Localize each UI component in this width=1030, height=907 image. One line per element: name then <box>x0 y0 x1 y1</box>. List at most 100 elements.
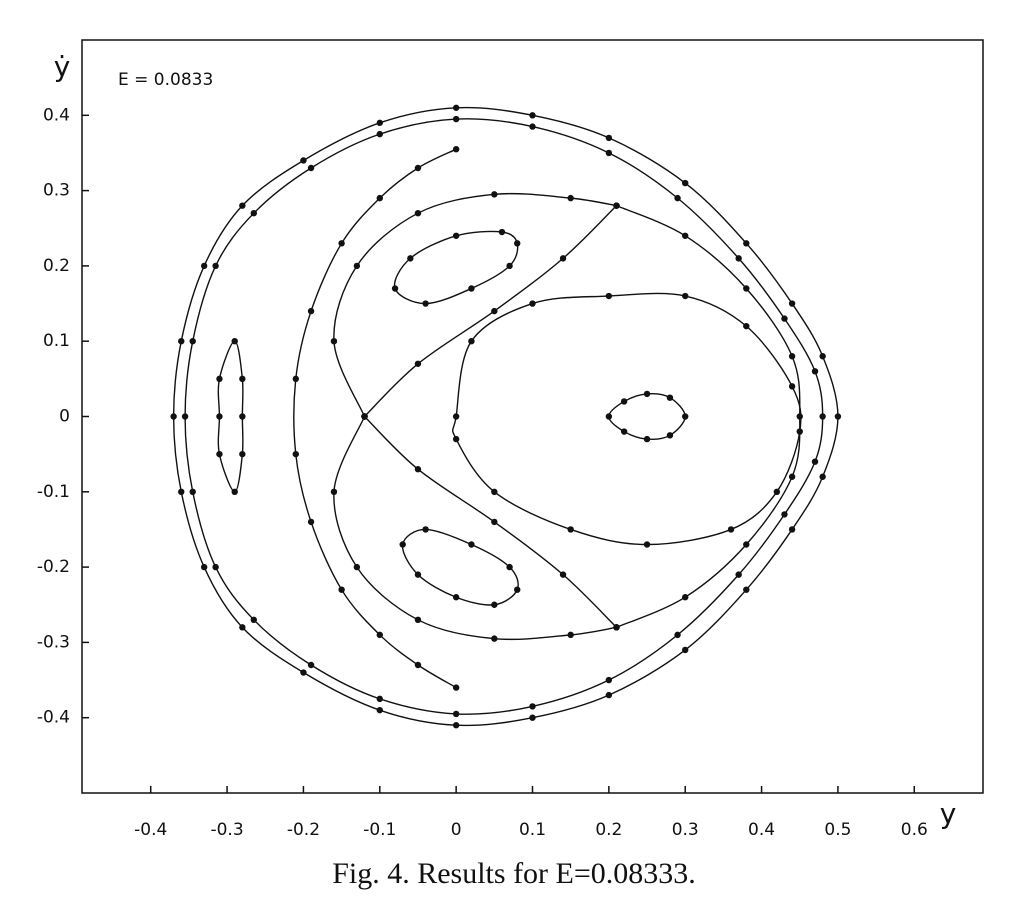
orbit-curve <box>364 205 617 417</box>
orbit-point <box>239 375 246 383</box>
orbit-point <box>491 307 498 315</box>
orbit-point <box>250 209 258 217</box>
orbit-point <box>743 285 750 292</box>
orbit-point <box>788 473 796 480</box>
orbit-point <box>200 563 208 571</box>
orbit-point <box>529 703 536 710</box>
orbit-point <box>682 179 689 187</box>
x-tick-label: 0.5 <box>824 820 851 840</box>
orbit-point <box>300 669 307 676</box>
orbit-point <box>292 450 299 458</box>
orbit-curve <box>393 230 519 305</box>
orbit-point <box>811 368 819 375</box>
orbit-point <box>468 541 475 548</box>
orbit-point <box>666 432 674 439</box>
orbit-point <box>189 338 196 345</box>
orbit-point <box>819 413 826 420</box>
orbit-point <box>674 631 681 639</box>
y-tick-label: 0 <box>59 407 70 427</box>
orbit-point <box>330 338 338 345</box>
orbit-point <box>529 123 536 130</box>
orbit-point <box>200 262 208 270</box>
y-tick-label: -0.1 <box>37 482 70 502</box>
orbit-point <box>300 157 307 164</box>
orbit-point <box>307 307 315 315</box>
orbit-point <box>643 390 651 398</box>
orbit-point <box>529 112 536 119</box>
orbit-point <box>743 240 750 247</box>
orbit-point <box>605 691 613 699</box>
orbit-point <box>468 338 475 345</box>
orbit-point <box>414 571 422 578</box>
orbit-point <box>216 413 223 420</box>
orbit-point <box>491 191 498 198</box>
y-tick-label: -0.2 <box>37 557 70 577</box>
orbit-point <box>682 594 689 601</box>
orbit-point <box>361 413 368 420</box>
orbit-point <box>231 338 238 345</box>
orbit-point <box>788 300 796 307</box>
x-tick-label: 0.6 <box>901 820 928 840</box>
x-tick-label: -0.1 <box>363 820 396 840</box>
orbit-point <box>452 115 460 123</box>
orbit-curve <box>293 148 457 689</box>
orbit-point <box>498 228 506 236</box>
orbit-point <box>834 413 842 420</box>
orbit-point <box>170 413 177 420</box>
orbit-point <box>529 714 536 721</box>
orbit-point <box>605 676 613 684</box>
orbit-point <box>178 488 185 495</box>
orbit-point <box>559 255 567 262</box>
orbit-point <box>307 518 315 526</box>
orbit-point <box>605 149 613 157</box>
orbit-point <box>811 458 819 465</box>
x-tick-label: 0.2 <box>595 820 622 840</box>
orbit-point <box>231 488 238 495</box>
orbit-curve <box>608 393 686 440</box>
orbit-point <box>468 285 475 292</box>
x-tick-label: 0.4 <box>748 820 775 840</box>
x-tick-label: -0.3 <box>210 820 243 840</box>
orbit-point <box>796 413 803 420</box>
orbit-point <box>376 631 383 639</box>
orbit-point <box>452 594 460 601</box>
orbit-point <box>567 526 574 533</box>
orbit-point <box>353 262 361 270</box>
orbit-point <box>422 300 429 307</box>
orbit-curve <box>401 528 519 606</box>
orbit-curve <box>333 192 617 417</box>
x-tick-label: 0.1 <box>519 820 546 840</box>
x-tick-label: -0.2 <box>287 820 320 840</box>
orbit-point <box>506 563 513 571</box>
orbit-point <box>682 413 689 420</box>
orbit-point <box>452 710 460 718</box>
orbit-point <box>735 571 742 578</box>
orbit-point <box>452 722 460 729</box>
annotation: E = 0.0833 <box>118 70 213 90</box>
y-tick-label: -0.3 <box>37 632 70 652</box>
caption: Fig. 4. Results for E=0.08333. <box>332 857 696 890</box>
x-tick-label: 0.3 <box>672 820 699 840</box>
y-tick-label: 0.3 <box>43 181 70 201</box>
orbit-point <box>529 300 536 307</box>
orbit-point <box>422 526 429 533</box>
orbit-point <box>212 262 219 270</box>
orbit-point <box>605 292 613 300</box>
y-tick-label: 0.2 <box>43 256 70 276</box>
orbit-point <box>781 315 788 322</box>
x-tick-label: -0.4 <box>134 820 167 840</box>
orbit-point <box>391 285 399 292</box>
orbit-point <box>452 435 460 443</box>
orbit-point <box>819 473 826 480</box>
orbit-point <box>781 511 788 518</box>
orbit-point <box>189 488 196 495</box>
orbit-point <box>643 435 651 443</box>
orbit-point <box>567 631 574 639</box>
orbit-point <box>613 624 620 631</box>
orbit-point <box>376 706 383 714</box>
orbit-point <box>239 624 246 631</box>
orbit-point <box>674 194 681 202</box>
orbit-point <box>452 232 460 239</box>
